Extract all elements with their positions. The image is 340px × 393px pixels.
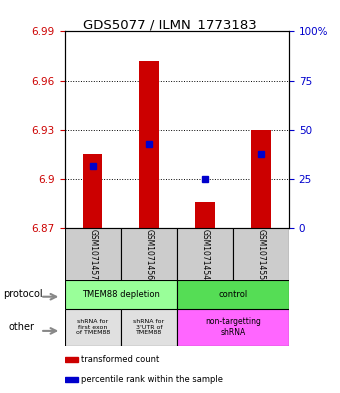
Bar xyxy=(195,202,215,228)
FancyBboxPatch shape xyxy=(177,280,289,309)
Bar xyxy=(251,130,271,228)
Text: GSM1071454: GSM1071454 xyxy=(200,229,209,280)
Text: transformed count: transformed count xyxy=(81,355,160,364)
FancyBboxPatch shape xyxy=(177,228,233,281)
Text: other: other xyxy=(8,322,34,332)
FancyBboxPatch shape xyxy=(121,309,177,346)
Text: percentile rank within the sample: percentile rank within the sample xyxy=(81,375,223,384)
FancyBboxPatch shape xyxy=(65,228,121,281)
Text: protocol: protocol xyxy=(3,289,43,299)
Text: GSM1071455: GSM1071455 xyxy=(256,229,266,280)
FancyBboxPatch shape xyxy=(177,309,289,346)
FancyBboxPatch shape xyxy=(65,280,177,309)
Bar xyxy=(139,61,158,228)
Text: control: control xyxy=(218,290,248,299)
Text: GSM1071457: GSM1071457 xyxy=(88,229,97,280)
FancyBboxPatch shape xyxy=(121,228,177,281)
Text: GSM1071456: GSM1071456 xyxy=(144,229,153,280)
Bar xyxy=(65,357,78,362)
FancyBboxPatch shape xyxy=(65,309,121,346)
Text: non-targetting
shRNA: non-targetting shRNA xyxy=(205,318,261,337)
Text: TMEM88 depletion: TMEM88 depletion xyxy=(82,290,160,299)
Bar xyxy=(65,377,78,382)
Text: shRNA for
3'UTR of
TMEM88: shRNA for 3'UTR of TMEM88 xyxy=(133,319,164,336)
Text: GDS5077 / ILMN_1773183: GDS5077 / ILMN_1773183 xyxy=(83,18,257,31)
Bar xyxy=(83,154,102,228)
FancyBboxPatch shape xyxy=(233,228,289,281)
Text: shRNA for
first exon
of TMEM88: shRNA for first exon of TMEM88 xyxy=(75,319,110,336)
